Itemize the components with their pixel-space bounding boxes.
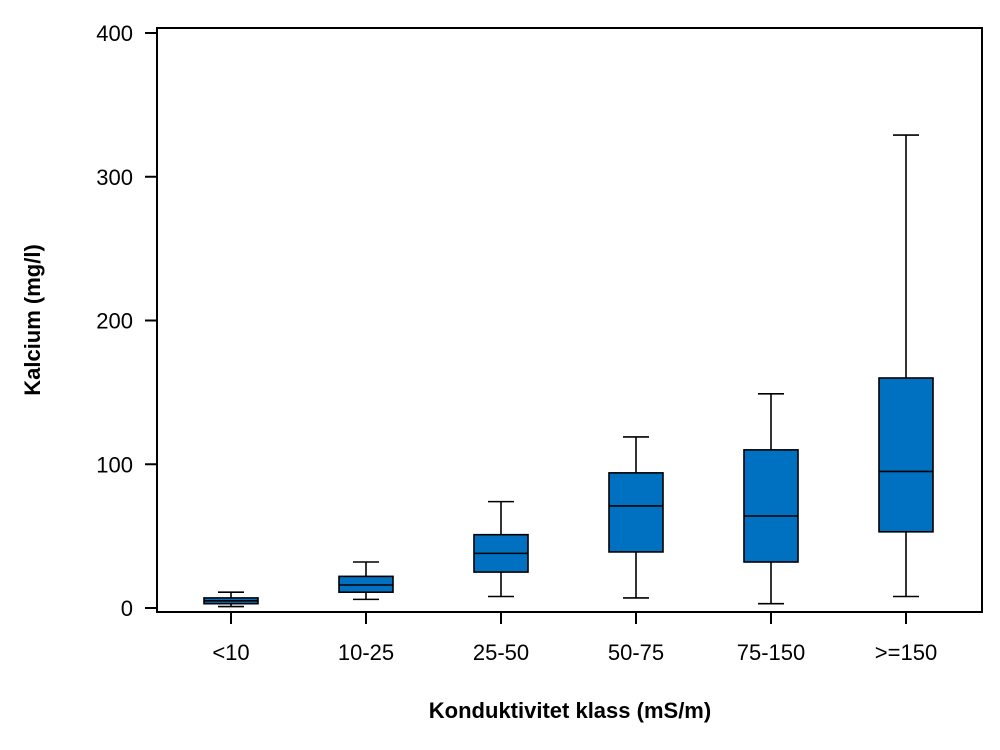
y-tick-label: 400 bbox=[96, 21, 133, 46]
y-tick-label: 300 bbox=[96, 165, 133, 190]
iqr-box bbox=[743, 449, 799, 563]
box-4 bbox=[608, 436, 664, 599]
x-tick-label: 75-150 bbox=[737, 640, 806, 665]
x-axis: <10 10-25 25-50 50-75 75-150 >=150 bbox=[212, 612, 937, 665]
y-axis: 0 100 200 300 400 bbox=[96, 21, 157, 621]
box-3 bbox=[473, 500, 529, 598]
box-5 bbox=[743, 393, 799, 605]
y-tick-label: 0 bbox=[121, 596, 133, 621]
iqr-box bbox=[608, 472, 664, 553]
y-tick-label: 100 bbox=[96, 452, 133, 477]
boxes bbox=[203, 134, 934, 608]
x-tick-label: 10-25 bbox=[338, 640, 394, 665]
x-tick-label: 50-75 bbox=[608, 640, 664, 665]
y-tick-label: 200 bbox=[96, 309, 133, 334]
x-tick-label: <10 bbox=[212, 640, 249, 665]
plot-frame bbox=[156, 27, 983, 613]
x-tick-label: 25-50 bbox=[473, 640, 529, 665]
x-axis-title: Konduktivitet klass (mS/m) bbox=[429, 698, 711, 723]
box-6 bbox=[878, 134, 934, 598]
box-2 bbox=[338, 561, 394, 601]
x-tick-label: >=150 bbox=[875, 640, 937, 665]
plot-border bbox=[156, 27, 983, 613]
y-axis-title: Kalcium (mg/l) bbox=[20, 244, 45, 396]
box-1 bbox=[203, 591, 259, 608]
iqr-box bbox=[878, 377, 934, 533]
